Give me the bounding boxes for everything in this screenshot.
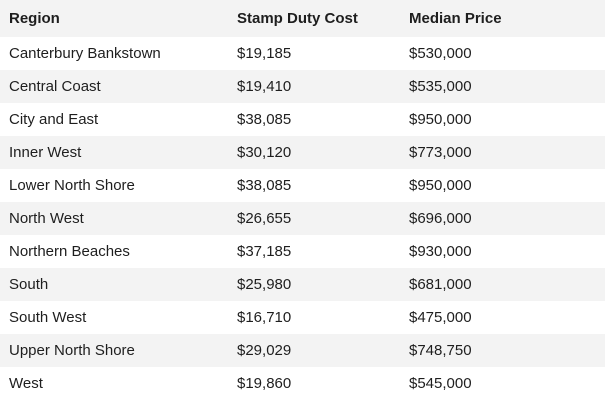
median-price-cell: $950,000 <box>409 111 472 128</box>
region-cell: South <box>0 268 228 301</box>
column-header: Stamp Duty Cost <box>228 0 400 37</box>
stamp-duty-cell: $26,655 <box>228 202 400 235</box>
median-price-cell: $475,000 <box>409 309 472 326</box>
table-row: North West $26,655 $696,000 <box>0 202 605 235</box>
stamp-duty-cell: $38,085 <box>237 177 292 194</box>
table-row: South West $16,710 $475,000 <box>0 301 605 334</box>
table-row: Lower North Shore $38,085 $950,000 <box>0 169 605 202</box>
region-cell: Canterbury Bankstown <box>9 45 161 62</box>
column-header: Median Price <box>400 0 605 37</box>
stamp-duty-cell: $38,085 <box>237 111 292 128</box>
median-price-cell: $748,750 <box>400 334 605 367</box>
region-cell: Northern Beaches <box>9 243 130 260</box>
table-row: Canterbury Bankstown $19,185 $530,000 <box>0 37 605 70</box>
table-row: Upper North Shore $29,029 $748,750 <box>0 334 605 367</box>
region-cell: Inner West <box>0 136 228 169</box>
table-row: Inner West $30,120 $773,000 <box>0 136 605 169</box>
table-row: City and East $38,085 $950,000 <box>0 103 605 136</box>
table-row: South $25,980 $681,000 <box>0 268 605 301</box>
table-body: Canterbury Bankstown $19,185 $530,000 Centr… <box>0 37 605 400</box>
median-price-cell: $773,000 <box>400 136 605 169</box>
median-price-cell: $681,000 <box>400 268 605 301</box>
region-cell: North West <box>0 202 228 235</box>
median-price-cell: $930,000 <box>409 243 472 260</box>
header-row: Region Stamp Duty Cost Median Price <box>0 0 605 37</box>
region-cell: City and East <box>9 111 99 128</box>
stamp-duty-cell: $25,980 <box>228 268 400 301</box>
region-cell: Upper North Shore <box>0 334 228 367</box>
stamp-duty-cell: $16,710 <box>237 309 292 326</box>
stamp-duty-cell: $29,029 <box>228 334 400 367</box>
median-price-cell: $696,000 <box>400 202 605 235</box>
region-cell: South West <box>9 309 87 326</box>
table-row: Northern Beaches $37,185 $930,000 <box>0 235 605 268</box>
median-price-cell: $535,000 <box>400 70 605 103</box>
table-row: West $19,860 $545,000 <box>0 367 605 400</box>
median-price-cell: $530,000 <box>409 45 472 62</box>
table-header: Region Stamp Duty Cost Median Price <box>0 0 605 37</box>
region-cell: West <box>9 375 43 392</box>
stamp-duty-cell: $30,120 <box>228 136 400 169</box>
table-row: Central Coast $19,410 $535,000 <box>0 70 605 103</box>
stamp-duty-cell: $19,410 <box>228 70 400 103</box>
stamp-duty-cell: $37,185 <box>237 243 292 260</box>
stamp-duty-cell: $19,860 <box>237 375 292 392</box>
median-price-cell: $545,000 <box>409 375 472 392</box>
region-cell: Lower North Shore <box>9 177 135 194</box>
column-header: Region <box>0 0 228 37</box>
region-cell: Central Coast <box>0 70 228 103</box>
stamp-duty-cell: $19,185 <box>237 45 292 62</box>
median-price-cell: $950,000 <box>409 177 472 194</box>
